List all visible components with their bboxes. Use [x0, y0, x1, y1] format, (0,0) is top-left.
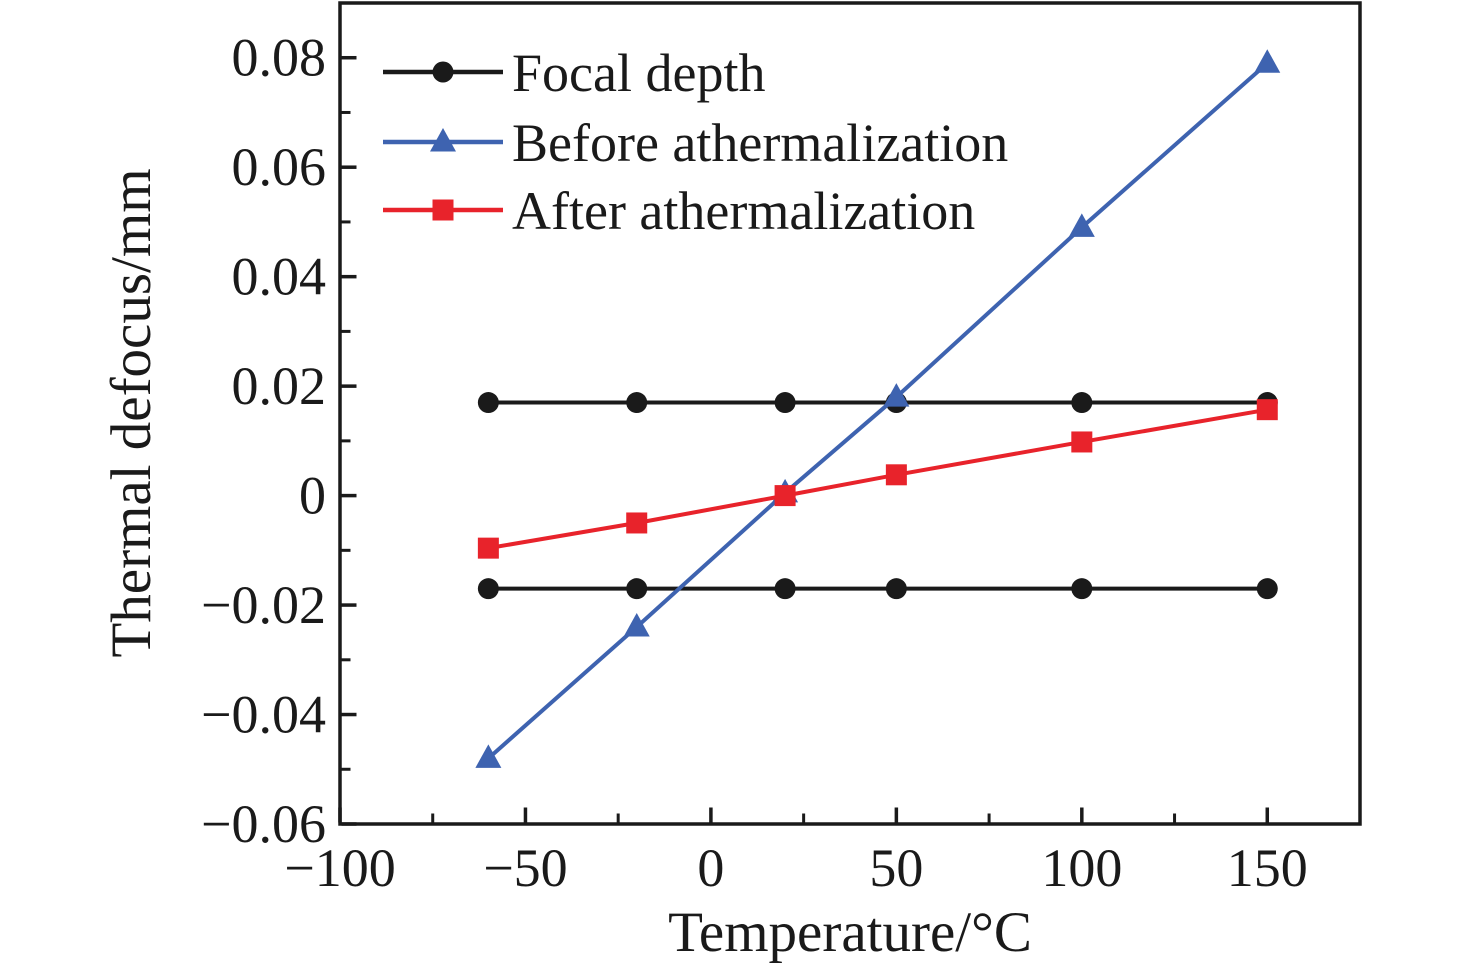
y-axis-title: Thermal defocus/mm	[100, 168, 163, 657]
y-tick-label: 0.04	[232, 247, 327, 307]
series-after-athermalization-square-marker	[626, 512, 648, 534]
x-tick-label: 150	[1227, 838, 1308, 898]
series-after-athermalization-square-marker	[477, 537, 499, 559]
y-tick-label: −0.06	[201, 794, 326, 854]
series-before-athermalization-triangle-marker	[475, 744, 502, 768]
plot-border	[338, 1, 1362, 826]
y-tick-label: 0.06	[232, 137, 327, 197]
series-before-athermalization-triangle-marker	[623, 612, 650, 637]
series-after-athermalization-square-marker	[885, 464, 907, 486]
legend-before-athermalization-triangle-marker	[430, 128, 456, 152]
plot-area: −100 −50 0 50 100 150 0.08 0.06 0.04 0.02 0 −0.02 −0…	[201, 1, 1362, 898]
series-before-athermalization-triangle-marker	[1068, 213, 1095, 237]
series-focal-depth-circle-marker	[477, 392, 499, 414]
y-tick-label: −0.04	[201, 685, 326, 745]
series-before-athermalization-triangle-marker	[883, 383, 910, 407]
y-tick-label: 0	[299, 466, 326, 526]
legend-label-focal-depth: Focal depth	[512, 43, 765, 103]
x-tick-label: 50	[869, 838, 923, 898]
series-after-athermalization-square-marker	[774, 485, 796, 507]
x-tick-label: −100	[284, 838, 395, 898]
y-tick-label: 0.08	[232, 28, 327, 88]
legend-after-athermalization-square-marker	[432, 199, 454, 221]
series-focal-depth-circle-marker	[885, 578, 907, 600]
series-after-athermalization-square-marker	[1256, 399, 1278, 421]
series-focal-depth-circle-marker	[626, 578, 648, 600]
series-focal-depth-circle-marker	[774, 392, 796, 414]
y-tick-label: 0.02	[232, 356, 327, 416]
x-tick-label: 0	[697, 838, 724, 898]
series-focal-depth-circle-marker	[626, 392, 648, 414]
series-line-after-athermalization	[486, 407, 1270, 551]
y-tick-label: −0.02	[201, 575, 326, 635]
series-focal-depth-circle-marker	[1071, 392, 1093, 414]
series-focal-depth-circle-marker	[774, 578, 796, 600]
legend-label-before-athermalization: Before athermalization	[512, 113, 1008, 173]
x-tick-label: 100	[1041, 838, 1122, 898]
series-line-before-athermalization	[486, 61, 1270, 761]
series-after-athermalization-square-marker	[1071, 431, 1093, 453]
x-tick-label: −50	[483, 838, 567, 898]
series-before-athermalization-triangle-marker	[1254, 49, 1281, 73]
legend-label-after-athermalization: After athermalization	[512, 181, 975, 241]
series-focal-depth-circle-marker	[477, 578, 499, 600]
x-axis-title: Temperature/°C	[668, 901, 1032, 964]
legend-focal-depth-circle-marker	[432, 61, 454, 83]
series-focal-depth-circle-marker	[1071, 578, 1093, 600]
series-focal-depth-circle-marker	[1256, 578, 1278, 600]
